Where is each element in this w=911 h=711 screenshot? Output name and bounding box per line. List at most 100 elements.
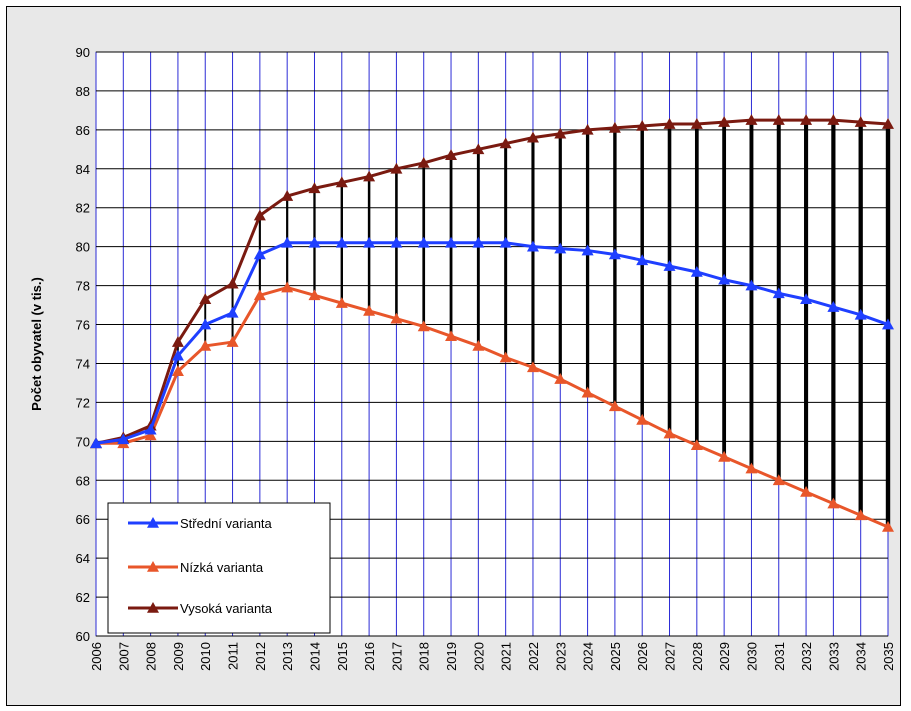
data-point [882,118,894,129]
data-point [800,293,813,305]
y-tick-label: 90 [76,45,90,60]
data-point [745,462,758,474]
data-point [854,308,867,320]
legend-label: Vysoká varianta [180,601,273,616]
y-tick-label: 64 [76,551,90,566]
y-tick-label: 88 [76,84,90,99]
data-point [308,236,321,248]
data-point [499,137,512,149]
y-tick-label: 68 [76,473,90,488]
data-point [171,349,184,361]
data-point [690,439,703,451]
data-point [390,162,403,174]
data-point [335,176,348,188]
data-point [226,336,239,347]
data-point [772,287,785,299]
data-point [854,509,867,521]
y-tick-label: 72 [76,395,90,410]
data-point [390,312,403,324]
y-tick-label: 86 [76,123,90,138]
data-point [827,114,840,125]
data-point [663,427,676,439]
data-point [554,127,567,139]
data-point [226,277,239,289]
x-tick-label: 2023 [553,642,568,671]
x-tick-label: 2006 [89,642,104,671]
data-point [499,236,512,248]
data-point [281,236,294,248]
legend-marker [147,602,159,613]
data-point [472,143,485,155]
y-tick-label: 74 [76,356,90,371]
x-tick-label: 2011 [226,642,241,670]
x-tick-label: 2028 [690,642,705,671]
data-point [581,386,594,398]
data-point [526,361,539,373]
series-lines [90,114,894,532]
data-point [554,373,567,384]
data-point [636,413,649,425]
legend-label: Nízká varianta [180,560,264,575]
x-tick-label: 2020 [471,642,486,671]
x-tick-label: 2029 [717,642,732,671]
data-point [199,293,212,305]
series-line [95,241,889,445]
x-tick-label: 2026 [635,642,650,671]
x-tick-label: 2027 [663,642,678,671]
y-tick-label: 62 [76,590,90,605]
data-point [363,236,376,248]
x-tick-label: 2012 [253,642,268,671]
data-point [445,330,458,342]
y-tick-label: 84 [76,162,90,177]
legend-marker [147,561,159,572]
legend: Střední varianta Nízká varianta Vysoká var… [107,502,331,634]
data-point [526,131,539,143]
data-point [663,118,676,129]
data-point [854,116,867,127]
data-point [335,297,348,308]
data-point [144,423,157,435]
x-tick-label: 2032 [799,642,814,671]
x-tick-label: 2021 [499,642,514,671]
x-tick-label: 2010 [198,642,213,671]
data-point [608,121,621,133]
legend-marker [147,517,159,528]
data-point [199,339,212,351]
data-point [636,254,649,266]
x-axis-ticks: 2006 2007 2008 2009 2010 2011 2012 2013 2014 2015… [89,642,896,671]
data-point [253,248,266,260]
data-point [800,485,813,497]
x-tick-label: 2034 [854,642,869,671]
x-tick-label: 2018 [417,642,432,671]
x-tick-label: 2015 [335,642,350,671]
x-tick-label: 2035 [881,642,896,671]
data-point [772,114,785,125]
y-tick-label: 76 [76,318,90,333]
data-point [772,474,785,486]
data-point [882,318,894,330]
data-point [827,301,840,312]
data-point [445,236,458,248]
x-tick-label: 2014 [307,642,322,671]
data-point [117,433,130,445]
data-point [417,156,430,168]
data-point [445,149,458,160]
data-point [581,244,594,256]
data-point [417,320,430,332]
data-point [90,437,102,449]
data-point [718,450,731,462]
data-point [526,240,539,252]
y-tick-label: 66 [76,512,90,527]
data-point [226,306,239,318]
legend-label: Střední varianta [180,516,273,531]
data-point [608,248,621,260]
x-tick-label: 2016 [362,642,377,671]
x-tick-label: 2024 [581,642,596,671]
data-point [472,236,485,248]
data-point [690,118,703,129]
x-tick-label: 2017 [389,642,404,671]
x-tick-label: 2007 [116,642,131,671]
x-tick-label: 2008 [144,642,159,671]
x-tick-label: 2031 [772,642,787,671]
